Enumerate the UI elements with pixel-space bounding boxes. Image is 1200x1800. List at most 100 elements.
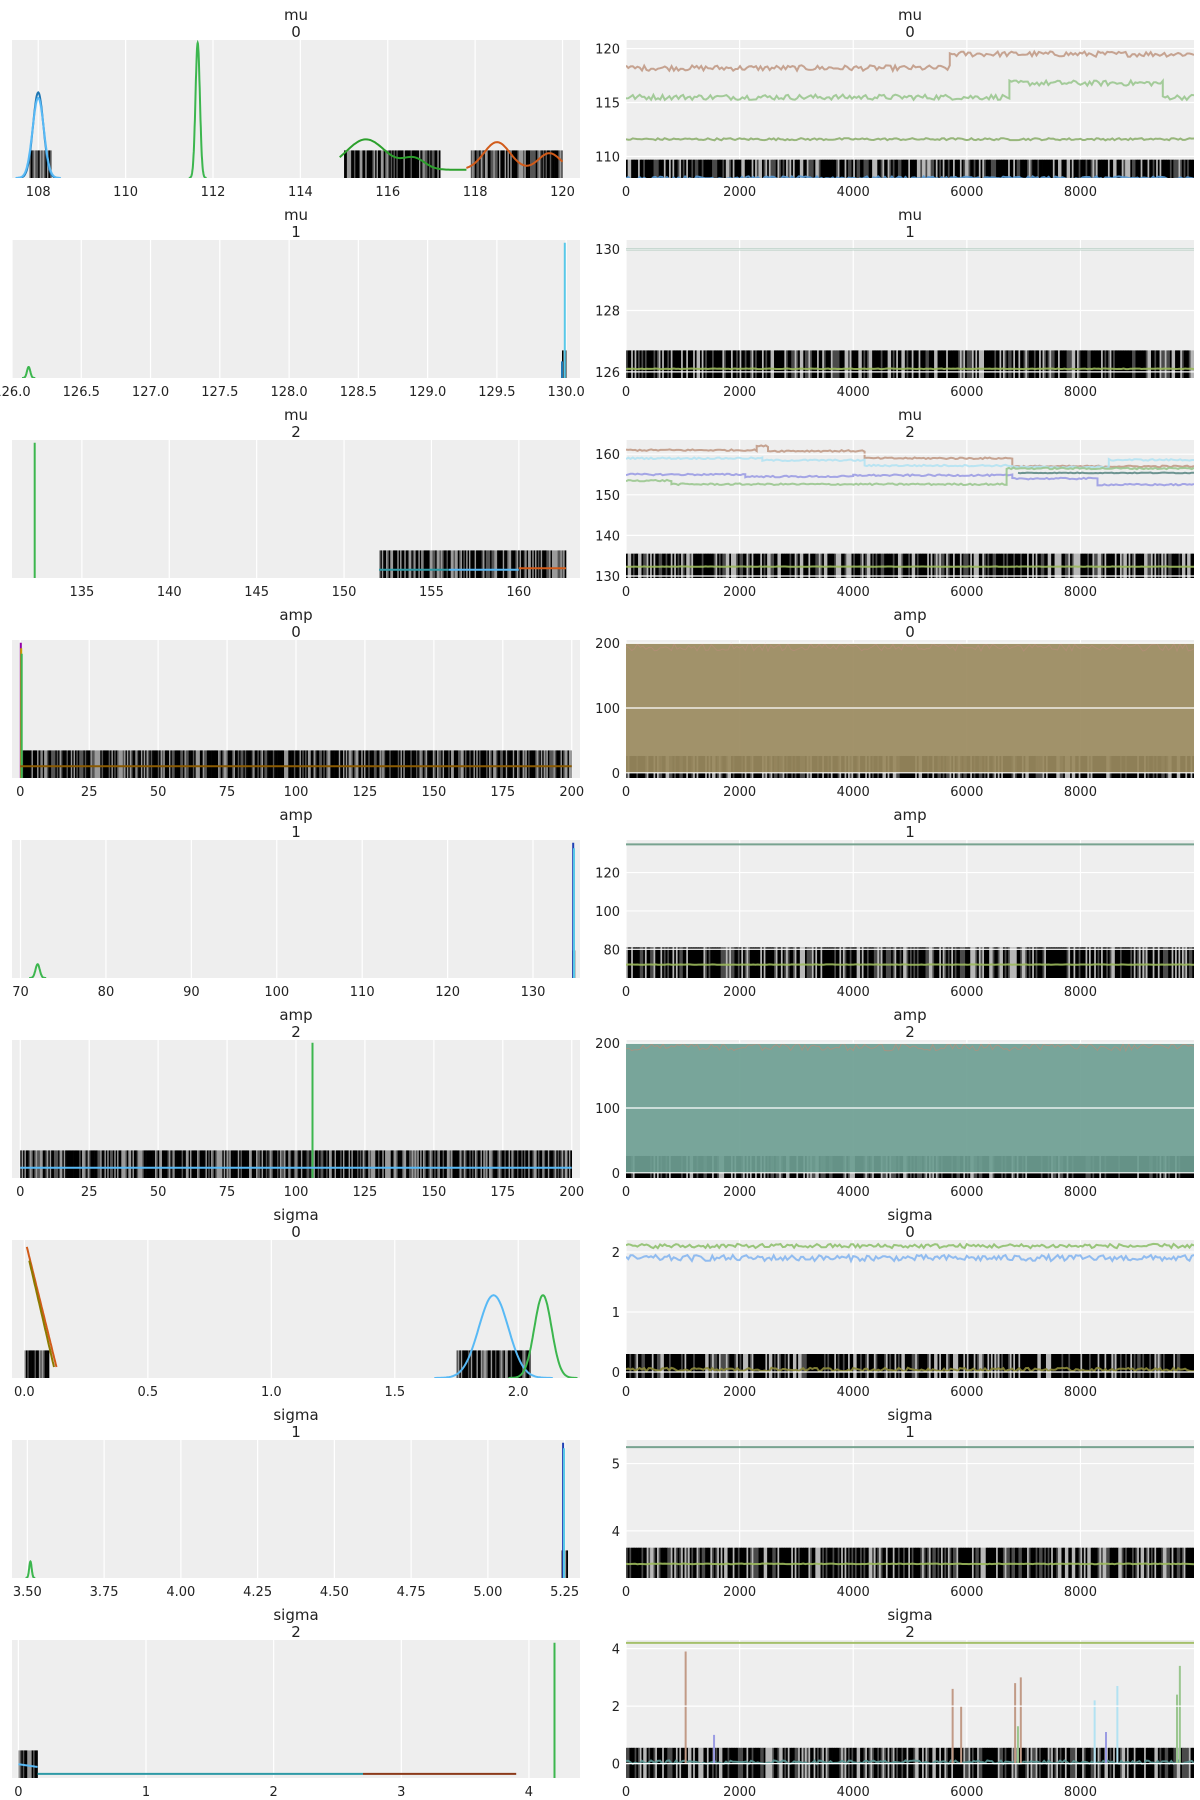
rug-mark <box>46 750 49 778</box>
rug-mark <box>1099 947 1102 978</box>
y-tick-label: 100 <box>595 702 620 717</box>
rug-mark <box>916 350 920 378</box>
rug-mark <box>1178 1354 1181 1378</box>
rug-mark <box>975 1747 978 1778</box>
rug-mark <box>684 1354 687 1378</box>
rug-mark <box>978 1547 981 1578</box>
rug-mark <box>761 159 765 178</box>
rug-mark <box>494 150 497 178</box>
rug-mark <box>1014 1354 1018 1378</box>
rug-mark <box>483 150 486 178</box>
rug-mark <box>101 1150 104 1178</box>
rug-mark <box>439 550 442 578</box>
rug-mark <box>660 947 663 978</box>
rug-mark <box>705 947 708 978</box>
rug-mark <box>1109 159 1112 178</box>
rug-mark <box>330 750 333 778</box>
rug-mark <box>180 1150 182 1178</box>
rug-mark <box>834 350 837 378</box>
rug-mark <box>1082 1354 1085 1378</box>
rug-mark <box>515 750 518 778</box>
rug-mark <box>779 947 782 978</box>
rug-mark <box>440 550 443 578</box>
x-tick-label: 155 <box>419 585 444 600</box>
rug-mark <box>841 1547 844 1578</box>
rug-mark <box>854 1354 858 1378</box>
rug-mark <box>522 550 525 578</box>
rug-mark <box>811 947 815 978</box>
rug-mark <box>1092 350 1095 378</box>
rug-mark <box>506 1350 509 1378</box>
rug-mark <box>786 947 789 978</box>
rug-mark <box>908 1747 911 1778</box>
rug-mark <box>755 947 758 978</box>
rug-mark <box>915 350 918 378</box>
rug-mark <box>288 750 290 778</box>
rug-mark <box>1132 1354 1135 1378</box>
rug-mark <box>669 1354 672 1378</box>
rug-mark <box>194 750 196 778</box>
rug-mark <box>808 1354 811 1378</box>
rug-mark <box>1128 947 1131 978</box>
rug-mark <box>870 159 873 178</box>
rug-mark <box>755 1547 758 1578</box>
rug-mark <box>903 159 906 178</box>
panel-title-coord: 2 <box>291 1623 301 1641</box>
rug-mark <box>1037 159 1040 178</box>
rug-mark <box>965 350 968 378</box>
rug-mark <box>860 1547 863 1578</box>
rug-mark <box>512 750 515 778</box>
rug-mark <box>254 1150 257 1178</box>
rug-mark <box>861 350 864 378</box>
rug-mark <box>629 1547 632 1578</box>
rug-mark <box>376 1150 379 1178</box>
rug-mark <box>204 750 206 778</box>
rug-mark <box>298 1150 300 1178</box>
rug-mark <box>730 1354 734 1378</box>
rug-mark <box>705 350 708 378</box>
rug-mark <box>985 1547 988 1578</box>
rug-mark <box>1064 1354 1068 1378</box>
rug-mark <box>369 150 372 178</box>
rug-mark <box>1004 1747 1007 1778</box>
rug-mark <box>1047 350 1050 378</box>
rug-mark <box>195 1150 198 1178</box>
panel-title-coord: 0 <box>291 23 301 41</box>
rug-mark <box>1123 1354 1126 1378</box>
rug-mark <box>377 150 380 178</box>
rug-mark <box>1145 350 1148 378</box>
rug-mark <box>1070 159 1073 178</box>
x-tick-label: 2000 <box>723 585 756 600</box>
rug-mark <box>655 159 658 178</box>
rug-mark <box>383 150 386 178</box>
rug-mark <box>122 1150 125 1178</box>
rug-mark <box>181 1150 184 1178</box>
rug-mark <box>438 1150 441 1178</box>
rug-mark <box>997 159 1000 178</box>
rug-mark <box>693 350 696 378</box>
rug-mark <box>1166 947 1169 978</box>
rug-mark <box>842 947 845 978</box>
rug-mark <box>469 550 471 578</box>
x-tick-label: 2000 <box>723 185 756 200</box>
rug-mark <box>84 1150 87 1178</box>
rug-mark <box>420 750 422 778</box>
rug-mark <box>856 947 859 978</box>
rug-mark <box>366 750 369 778</box>
rug-mark <box>918 1547 921 1578</box>
panel-title-var: amp <box>279 806 312 824</box>
rug-mark <box>1013 1354 1016 1378</box>
rug-mark <box>971 947 975 978</box>
rug-mark <box>916 947 920 978</box>
rug-mark <box>966 1354 969 1378</box>
rug-mark <box>722 1547 725 1578</box>
rug-mark <box>903 1547 906 1578</box>
rug-mark <box>379 1150 382 1178</box>
rug-mark <box>682 1747 685 1778</box>
rug-mark <box>421 150 424 178</box>
rug-mark <box>734 1747 737 1778</box>
rug-mark <box>500 750 502 778</box>
rug-mark <box>910 350 913 378</box>
y-tick-label: 2 <box>612 1246 620 1261</box>
